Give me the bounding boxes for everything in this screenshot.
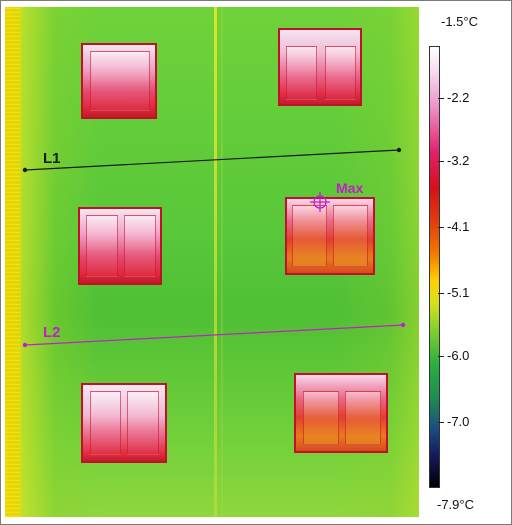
scale-tick-label: -5.1	[447, 285, 470, 300]
measurement-overlay: L1 L2 Max	[22, 147, 406, 348]
max-crosshair-icon	[310, 192, 330, 212]
scale-tick	[438, 227, 444, 228]
scale-tick-label: -6.0	[447, 348, 470, 363]
thermal-image	[5, 7, 419, 517]
line-l1-label: L1	[43, 150, 61, 167]
line-l2-end-handle	[400, 322, 406, 328]
line-l2-start-handle	[22, 342, 28, 348]
line-l1-start-handle	[22, 167, 28, 173]
max-marker-label: Max	[336, 180, 363, 196]
scale-tick	[438, 293, 444, 294]
line-l2	[24, 324, 404, 346]
scale-max-label: -1.5°C	[441, 14, 478, 29]
wall-seam-secondary	[221, 7, 223, 517]
scale-tick	[438, 422, 444, 423]
scale-tick	[438, 356, 444, 357]
scale-tick	[438, 98, 444, 99]
window-middle-right	[285, 197, 375, 275]
line-l1-end-handle	[396, 147, 402, 153]
warm-left-edge	[5, 7, 21, 517]
scale-tick-label: -2.2	[447, 90, 470, 105]
scale-tick	[438, 161, 444, 162]
wall-seam	[214, 7, 217, 517]
window-bottom-left	[81, 383, 167, 463]
scale-tick-label: -7.0	[447, 414, 470, 429]
scale-tick-label: -3.2	[447, 153, 470, 168]
line-l2-label: L2	[43, 324, 61, 341]
window-top-right	[278, 28, 362, 106]
scale-tick-label: -4.1	[447, 219, 470, 234]
scale-min-label: -7.9°C	[437, 497, 474, 512]
temperature-scale-bar	[429, 46, 440, 488]
window-top-left	[81, 43, 157, 119]
window-middle-left	[78, 207, 162, 285]
window-bottom-right	[294, 373, 388, 453]
line-l1	[24, 149, 400, 171]
